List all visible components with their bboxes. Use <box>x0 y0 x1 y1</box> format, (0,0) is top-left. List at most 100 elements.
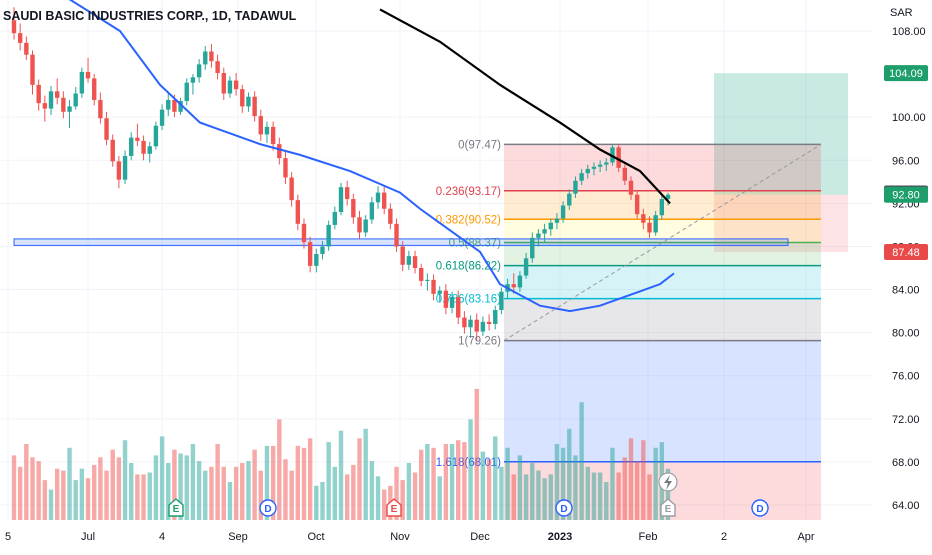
candle-body <box>24 42 29 55</box>
volume-bar <box>425 444 430 520</box>
price-tag-label: 92.80 <box>892 190 920 202</box>
earnings-marker[interactable]: E <box>386 498 402 517</box>
support-zone-rectangle[interactable] <box>13 238 789 246</box>
marker-letter: E <box>665 504 672 515</box>
earnings-marker[interactable]: E <box>168 498 184 517</box>
price-tag[interactable]: 87.48 <box>884 244 928 261</box>
candle-body <box>493 310 498 325</box>
price-tick-label: 80.00 <box>892 328 920 340</box>
dividend-marker[interactable]: D <box>751 499 769 517</box>
volume-bar <box>579 402 584 520</box>
time-tick-label: Jul <box>81 531 95 543</box>
volume-bar <box>54 468 60 520</box>
candle-body <box>264 126 270 135</box>
slow-moving-average-line <box>379 8 671 205</box>
volume-bar <box>196 461 202 520</box>
volume-bar <box>270 445 276 520</box>
volume-bar <box>653 447 658 520</box>
volume-bar <box>449 444 455 520</box>
candle-body <box>246 96 251 107</box>
candle-body <box>67 106 72 112</box>
time-tick-label: 2 <box>721 531 727 543</box>
volume-bar <box>591 472 597 520</box>
volume-bar <box>665 468 671 520</box>
dividend-marker-shape <box>259 499 277 517</box>
volume-bar <box>301 447 307 520</box>
fib-band-0.786 <box>504 298 821 341</box>
price-tick-label: 76.00 <box>892 371 920 383</box>
candle-body <box>314 253 319 266</box>
candle-body <box>542 229 547 234</box>
fast-moving-average-line <box>68 0 675 313</box>
marker-letter: D <box>264 504 271 515</box>
volume-bar <box>585 466 590 520</box>
volume-bar <box>628 438 634 520</box>
volume-bar <box>215 444 220 520</box>
price-tag-bg <box>884 186 928 203</box>
volume-bar <box>314 485 319 520</box>
volume-bar <box>351 464 356 520</box>
candle-body <box>597 164 603 167</box>
price-tick-label: 72.00 <box>892 414 920 426</box>
candle-body <box>159 109 165 126</box>
earnings-marker[interactable]: E <box>660 498 676 517</box>
dividend-marker[interactable]: D <box>555 499 573 517</box>
candle-body <box>129 137 134 156</box>
volume-bar <box>67 447 72 520</box>
candle-body <box>227 80 233 94</box>
candle-body <box>166 99 171 110</box>
candle-body <box>54 91 60 98</box>
lightning-icon[interactable] <box>658 472 678 492</box>
candle-body <box>92 78 97 100</box>
time-axis[interactable]: 5 Jul 4 Sep Oct Nov Dec 2023 Feb 2 Apr <box>0 522 872 550</box>
volume-bar <box>493 436 498 520</box>
volume-bar <box>184 455 189 520</box>
volume-bar <box>79 468 85 520</box>
volume-bar <box>616 472 621 520</box>
volume-bar <box>277 419 282 520</box>
candle-body <box>468 319 473 328</box>
volume-bar <box>412 472 418 520</box>
candle-body <box>85 71 91 79</box>
candlestick-series <box>11 7 671 341</box>
price-tag[interactable]: 92.80 <box>884 186 928 203</box>
volume-bar <box>381 489 387 520</box>
candle-body <box>270 126 276 145</box>
candle-body <box>301 223 307 243</box>
candle-body <box>511 284 516 288</box>
volume-bar <box>221 466 226 520</box>
candle-body <box>412 256 418 268</box>
time-tick-label: Feb <box>639 531 658 543</box>
lightning-icon-bolt <box>664 475 672 490</box>
time-tick-label: 4 <box>159 531 165 543</box>
candle-body <box>104 118 109 140</box>
dividend-marker[interactable]: D <box>259 499 277 517</box>
candle-body <box>462 317 467 328</box>
volume-bar <box>264 445 270 520</box>
price-tick-label: 96.00 <box>892 155 920 167</box>
volume-bar <box>437 476 442 520</box>
price-tag[interactable]: 104.09 <box>884 65 928 82</box>
candle-body <box>203 51 208 65</box>
candle-body <box>36 84 41 104</box>
candle-body <box>653 215 658 233</box>
price-tag-bg <box>884 65 928 82</box>
candle-body <box>73 93 78 107</box>
price-tick-label: 84.00 <box>892 285 920 297</box>
volume-bar <box>511 474 516 520</box>
fib-band-0.382 <box>504 219 821 243</box>
price-axis[interactable]: SAR 108.00100.0096.0092.0088.0084.0080.0… <box>872 0 932 520</box>
fib-label-0: 0(97.47) <box>458 139 501 151</box>
candle-body <box>523 258 529 276</box>
marker-letter: E <box>391 504 398 515</box>
position-target-zone[interactable] <box>714 73 848 195</box>
volume-bar <box>307 438 313 520</box>
candle-body <box>258 116 263 135</box>
volume-bar <box>320 482 325 520</box>
candle-body <box>172 99 177 112</box>
marker-letter: D <box>756 504 763 515</box>
volume-bar <box>178 453 183 520</box>
